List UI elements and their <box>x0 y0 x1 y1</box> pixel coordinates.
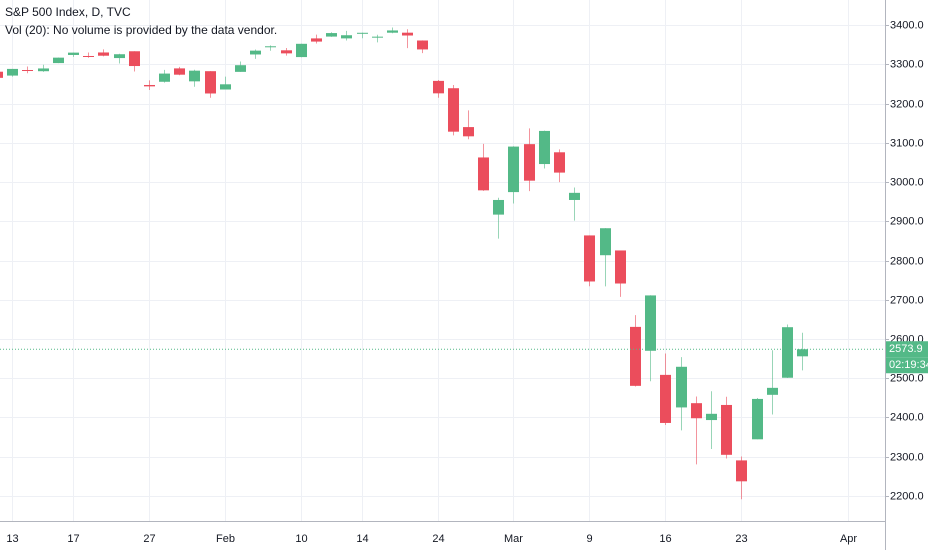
x-tick-label: 16 <box>659 533 671 545</box>
x-tick-label: 27 <box>143 533 155 545</box>
candle-body <box>0 71 3 78</box>
candle-body <box>736 460 747 482</box>
candle-body <box>372 36 383 38</box>
y-tick-label: 3300.0 <box>890 58 924 70</box>
candle-body <box>7 68 18 76</box>
x-tick-label: 17 <box>67 533 79 545</box>
y-tick-label: 2900.0 <box>890 215 924 227</box>
candle-body <box>433 80 444 94</box>
candle-body <box>68 52 79 55</box>
y-tick-label: 2400.0 <box>890 411 924 423</box>
candle-body <box>493 199 504 215</box>
candle-body <box>189 70 200 82</box>
candle-body <box>676 366 687 408</box>
y-tick-label: 2700.0 <box>890 294 924 306</box>
candle-body <box>660 374 671 423</box>
candle-body <box>524 144 535 181</box>
candle-body <box>98 52 109 56</box>
x-tick-label: Apr <box>840 533 857 545</box>
countdown-box <box>886 357 928 374</box>
countdown-label: 02:19:34 <box>889 359 932 371</box>
candle-body <box>752 398 763 440</box>
y-tick-label: 2500.0 <box>890 372 924 384</box>
candle-body <box>402 32 413 36</box>
candle-body <box>357 32 368 34</box>
y-tick-label: 3100.0 <box>890 137 924 149</box>
candle-body <box>83 55 94 57</box>
y-tick-label: 3200.0 <box>890 98 924 110</box>
candle-body <box>387 30 398 33</box>
last-price-box <box>886 341 928 358</box>
candle-body <box>53 57 64 64</box>
candle-body <box>645 295 656 351</box>
candle-body <box>584 235 595 282</box>
x-tick-label: Feb <box>216 533 235 545</box>
candle-body <box>38 68 49 72</box>
candle-body <box>144 84 155 87</box>
candle-body <box>114 54 125 59</box>
candle-body <box>630 326 641 386</box>
candle-body <box>554 152 565 173</box>
candle-body <box>706 413 717 421</box>
chart-title: S&P 500 Index, D, TVC <box>5 5 131 19</box>
candle-body <box>721 404 732 455</box>
candle-body <box>311 38 322 42</box>
candle-body <box>797 349 808 357</box>
candle-body <box>691 403 702 419</box>
candle-body <box>508 146 519 193</box>
candle-body <box>265 46 276 48</box>
x-tick-label: 23 <box>735 533 747 545</box>
candle-body <box>281 50 292 54</box>
candle-body <box>174 68 185 75</box>
candle-body <box>539 130 550 165</box>
x-tick-label: 10 <box>295 533 307 545</box>
candle-body <box>250 50 261 55</box>
x-tick-label: 13 <box>6 533 18 545</box>
y-tick-label: 3000.0 <box>890 176 924 188</box>
x-tick-label: 9 <box>586 533 592 545</box>
candle-body <box>129 51 140 67</box>
candle-body <box>463 127 474 137</box>
candle-body <box>615 250 626 284</box>
candle-body <box>341 35 352 39</box>
candle-body <box>296 43 307 58</box>
candle-body <box>782 327 793 378</box>
x-tick-label: 24 <box>432 533 444 545</box>
candle-body <box>767 387 778 395</box>
y-tick-label: 2200.0 <box>890 490 924 502</box>
candle-body <box>220 84 231 90</box>
y-tick-label: 3400.0 <box>890 19 924 31</box>
candle-body <box>22 70 33 72</box>
candle-body <box>235 65 246 72</box>
y-tick-label: 2300.0 <box>890 451 924 463</box>
chart-subtitle: Vol (20): No volume is provided by the d… <box>5 23 277 37</box>
candle-body <box>448 88 459 132</box>
candle-body <box>205 71 216 94</box>
candle-body <box>600 228 611 256</box>
x-tick-label: 14 <box>356 533 368 545</box>
candle-body <box>326 33 337 37</box>
x-tick-label: Mar <box>504 533 523 545</box>
candle-body <box>478 157 489 191</box>
last-price-label: 2573.9 <box>889 343 923 355</box>
candle-body <box>159 73 170 82</box>
y-tick-label: 2800.0 <box>890 255 924 267</box>
candle-body <box>569 192 580 200</box>
candle-body <box>417 40 428 50</box>
